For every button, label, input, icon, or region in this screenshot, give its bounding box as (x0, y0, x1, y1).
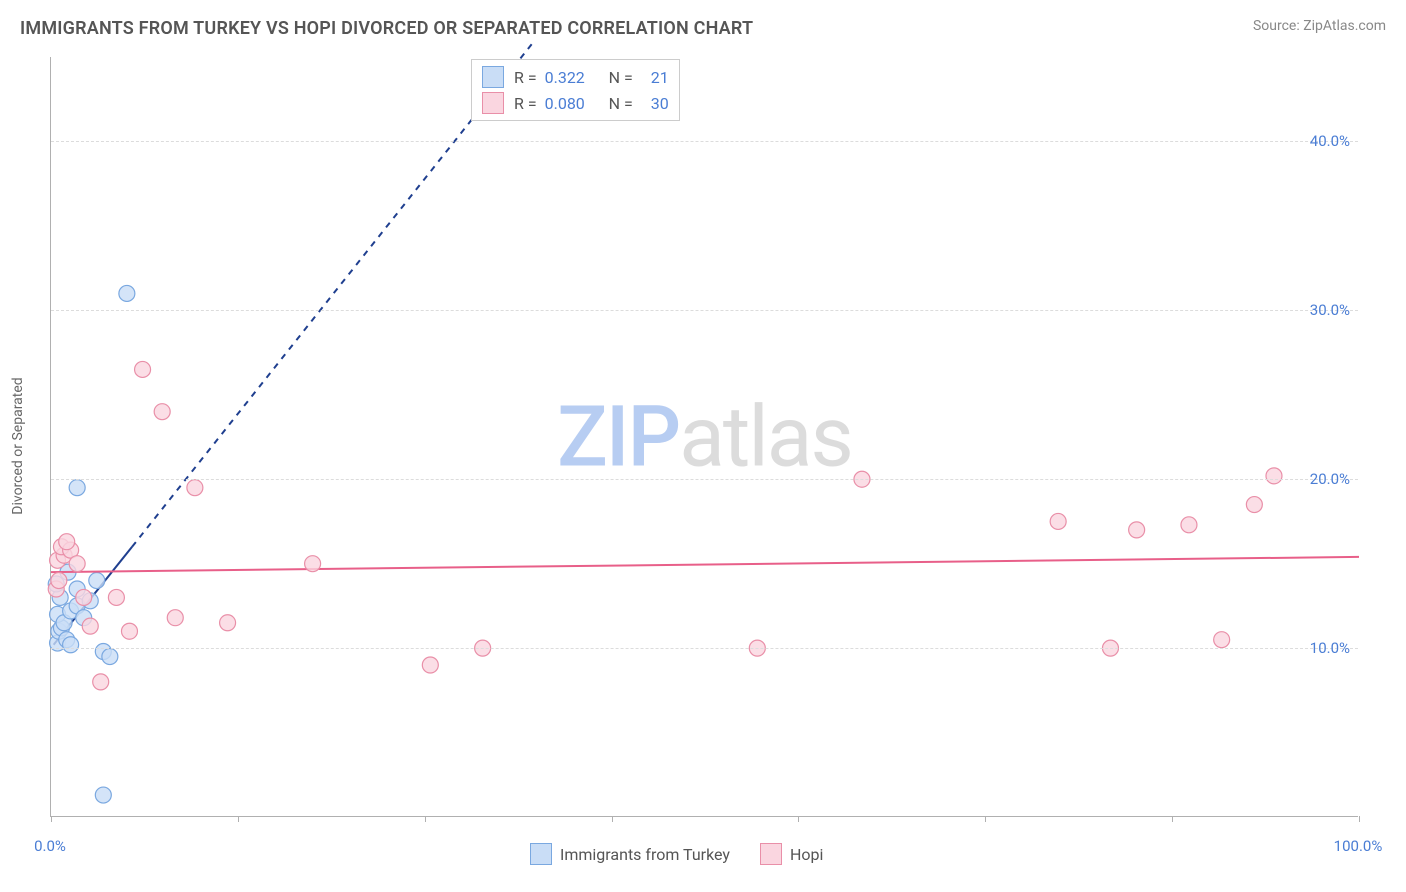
swatch-hopi-icon (760, 843, 782, 865)
x-tick-mark (1172, 816, 1173, 822)
chart-title: IMMIGRANTS FROM TURKEY VS HOPI DIVORCED … (20, 18, 753, 39)
legend-label-hopi: Hopi (790, 845, 823, 864)
legend-item-turkey: Immigrants from Turkey (530, 843, 730, 865)
x-tick-mark (1359, 816, 1360, 822)
swatch-turkey-icon (530, 843, 552, 865)
x-tick-mark (238, 816, 239, 822)
plot-area: ZIPatlas R = 0.322 N = 21 R = 0.080 N = … (50, 57, 1358, 817)
y-tick-label: 20.0% (1310, 470, 1350, 488)
x-tick-mark (985, 816, 986, 822)
y-tick-label: 30.0% (1310, 301, 1350, 319)
gridline (51, 479, 1358, 480)
n-value-turkey: 21 (641, 68, 669, 87)
n-label: N = (609, 94, 633, 113)
n-label: N = (609, 68, 633, 87)
legend-item-hopi: Hopi (760, 843, 823, 865)
x-tick-mark (425, 816, 426, 822)
y-tick-label: 10.0% (1310, 639, 1350, 657)
r-label: R = (514, 68, 537, 87)
correlation-legend-row-turkey: R = 0.322 N = 21 (482, 64, 669, 90)
swatch-turkey-icon (482, 66, 504, 88)
gridline (51, 310, 1358, 311)
r-label: R = (514, 94, 537, 113)
legend-label-turkey: Immigrants from Turkey (560, 845, 730, 864)
r-value-turkey: 0.322 (545, 68, 601, 87)
x-tick-mark (612, 816, 613, 822)
x-tick-mark (798, 816, 799, 822)
n-value-hopi: 30 (641, 94, 669, 113)
x-tick-mark (51, 816, 52, 822)
r-value-hopi: 0.080 (545, 94, 601, 113)
gridline (51, 141, 1358, 142)
y-axis-label: Divorced or Separated (10, 377, 26, 514)
series-legend: Immigrants from Turkey Hopi (530, 843, 823, 865)
source-label: Source: ZipAtlas.com (1253, 18, 1386, 34)
x-tick-label: 0.0% (34, 837, 66, 855)
scatter-svg (51, 57, 1358, 816)
gridline (51, 648, 1358, 649)
swatch-hopi-icon (482, 92, 504, 114)
y-tick-label: 40.0% (1310, 132, 1350, 150)
x-tick-label: 100.0% (1334, 837, 1383, 855)
correlation-legend-row-hopi: R = 0.080 N = 30 (482, 90, 669, 116)
correlation-legend: R = 0.322 N = 21 R = 0.080 N = 30 (471, 59, 680, 121)
